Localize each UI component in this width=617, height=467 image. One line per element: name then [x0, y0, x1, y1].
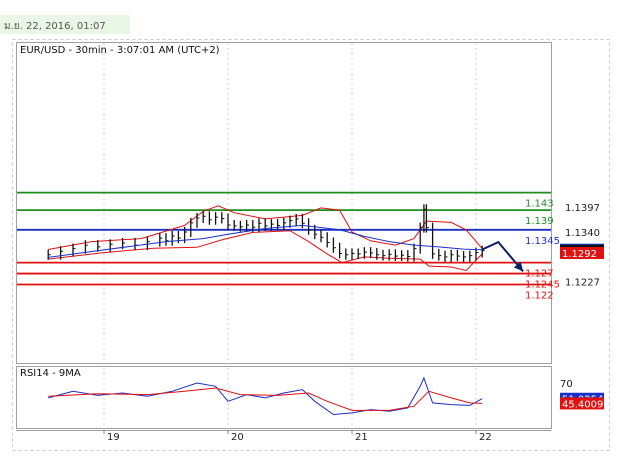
- bollinger-lower-line: [48, 230, 483, 272]
- x-tick-label-22: 22: [479, 432, 492, 443]
- rsi-series-line-0: [48, 376, 483, 416]
- price-panel: [16, 42, 552, 364]
- x-tick-label-21: 21: [355, 432, 368, 443]
- value-badges: 1.129961.129721.129251.025445.4009: [560, 243, 604, 410]
- x-tick-label-19: 19: [107, 432, 120, 443]
- rsi-badge-1: [560, 397, 604, 410]
- timestamp: ม.ย. 22, 2016, 01:07: [4, 21, 106, 32]
- level-label-5: 1.122: [525, 291, 554, 302]
- axis-labels: 19 20 21 22 1.1397 1.1340 1.1227 70: [103, 203, 600, 443]
- rsi-y-tick-label-0: 70: [560, 379, 573, 390]
- ma-line: [48, 224, 483, 258]
- price-badge-2: [560, 247, 604, 259]
- rsi-series-line-1: [48, 387, 483, 411]
- y-tick-label-1: 1.1340: [565, 228, 600, 239]
- overlays: [48, 224, 524, 273]
- chart-title: EUR/USD - 30min - 3:07:01 AM (UTC+2): [20, 45, 220, 56]
- rsi-title: RSI14 - 9MA: [20, 368, 81, 379]
- x-tick-label-20: 20: [231, 432, 244, 443]
- rsi-panel: [16, 366, 552, 429]
- y-tick-label-0: 1.1397: [565, 203, 600, 214]
- rsi-badge-label-1: 45.4009: [562, 399, 603, 410]
- y-tick-label-2: 1.1227: [565, 277, 600, 288]
- forecast-path: [481, 240, 524, 273]
- rsi-lines: [48, 376, 483, 416]
- level-label-0: 1.143: [525, 199, 554, 210]
- timestamp-bar: ม.ย. 22, 2016, 01:07: [0, 15, 130, 34]
- level-label-1: 1.139: [525, 216, 554, 227]
- level-label-2: 1.1345: [525, 236, 560, 247]
- forecast-arrowhead: [513, 261, 524, 272]
- price-badge-label-2: 1.1292: [562, 249, 597, 260]
